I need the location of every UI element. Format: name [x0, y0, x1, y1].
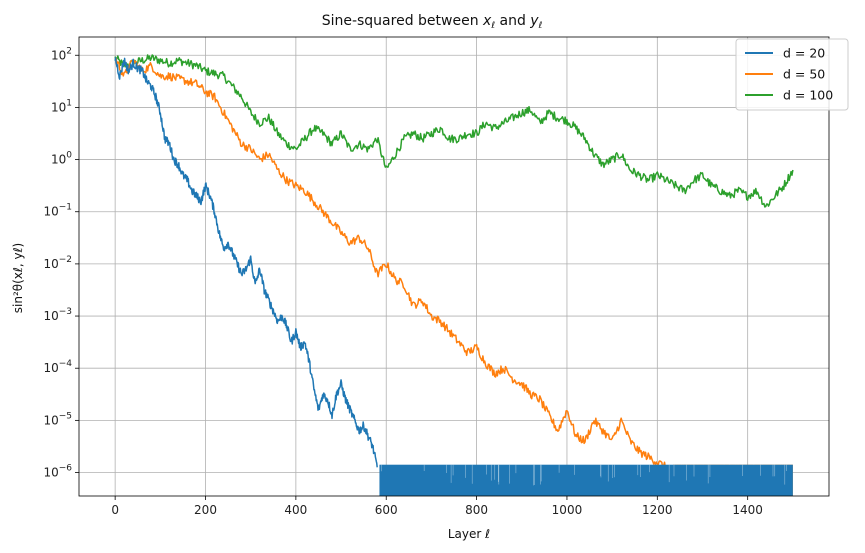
series-line [114, 54, 794, 208]
chart-title-mid: and [495, 13, 530, 29]
x-axis-ticks: 0 200 400 600 800 1000 1200 1400 [111, 496, 763, 517]
series-floor-band [379, 464, 793, 496]
x-tick-label: 1400 [732, 503, 763, 517]
y-tick-base: 10 [43, 361, 58, 375]
series-layer [114, 54, 794, 496]
series-0 [114, 56, 793, 496]
y-tick-exponent: −4 [59, 359, 73, 369]
y-tick-label: 10−6 [43, 464, 72, 480]
y-tick-base: 10 [43, 257, 58, 271]
x-tick-label: 200 [194, 503, 217, 517]
y-tick-exponent: 2 [66, 46, 72, 56]
y-tick-base: 10 [43, 413, 58, 427]
chart-title-x-sub: ℓ [490, 21, 495, 31]
y-tick-exponent: −5 [59, 411, 72, 421]
y-tick-base: 10 [43, 205, 58, 219]
x-tick-label: 1200 [642, 503, 673, 517]
y-tick-label: 100 [51, 151, 72, 167]
y-tick-exponent: −6 [59, 464, 73, 474]
y-tick-base: 10 [51, 100, 66, 114]
chart-title-prefix: Sine-squared between [322, 13, 483, 29]
y-tick-base: 10 [43, 466, 58, 480]
y-tick-base: 10 [43, 309, 58, 323]
legend-label: d = 20 [783, 46, 825, 61]
chart-title-x: x [482, 13, 492, 29]
x-axis-label: Layer ℓ [448, 527, 490, 541]
y-tick-label: 10−5 [43, 411, 72, 427]
grid [79, 37, 829, 496]
y-tick-label: 102 [51, 46, 72, 62]
y-tick-label: 10−4 [43, 359, 72, 375]
chart-title-y: y [529, 13, 539, 29]
chart-title-y-sub: ℓ [538, 21, 543, 31]
chart-title: Sine-squared between xℓ and yℓ [322, 13, 543, 31]
series-2 [114, 54, 794, 208]
y-tick-exponent: −2 [59, 255, 72, 265]
series-line [114, 57, 677, 473]
legend-label: d = 100 [783, 88, 833, 103]
plot-frame [78, 36, 830, 497]
x-tick-label: 0 [111, 503, 119, 517]
y-tick-exponent: 1 [66, 98, 72, 108]
y-tick-label: 101 [51, 98, 72, 114]
legend-label: d = 50 [783, 67, 825, 82]
y-tick-base: 10 [51, 153, 66, 167]
series-line [114, 56, 378, 468]
y-tick-exponent: −3 [59, 307, 72, 317]
y-tick-base: 10 [51, 48, 66, 62]
y-tick-exponent: −1 [59, 203, 72, 213]
x-tick-label: 800 [465, 503, 488, 517]
y-tick-label: 10−3 [43, 307, 72, 323]
x-tick-label: 600 [375, 503, 398, 517]
y-tick-label: 10−1 [43, 203, 72, 219]
x-tick-label: 1000 [552, 503, 583, 517]
y-tick-label: 10−2 [43, 255, 72, 271]
legend: d = 20 d = 50 d = 100 [735, 38, 849, 111]
legend-box [735, 38, 849, 111]
y-tick-exponent: 0 [66, 151, 72, 161]
y-axis-label: sin²θ(xℓ, yℓ) [11, 243, 25, 313]
x-tick-label: 400 [284, 503, 307, 517]
